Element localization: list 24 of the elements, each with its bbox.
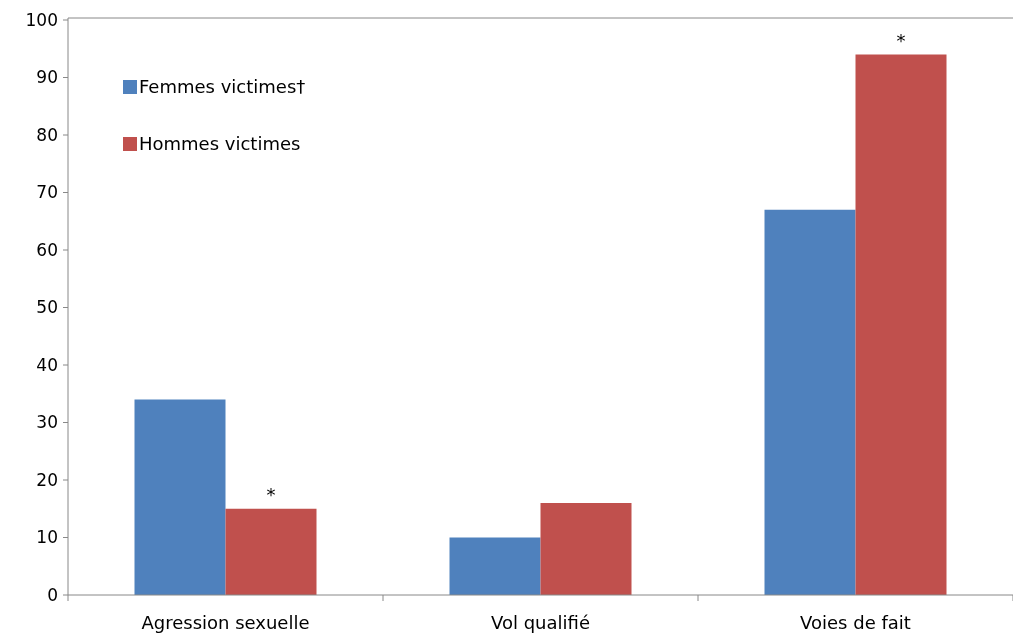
x-tick-label: Vol qualifié (491, 612, 590, 633)
x-tick-label: Agression sexuelle (141, 612, 310, 633)
bar (449, 537, 541, 595)
y-tick-label: 80 (36, 124, 58, 145)
y-tick-label: 40 (36, 354, 58, 375)
x-tick-label: Voies de fait (800, 612, 911, 633)
y-tick-label: 60 (36, 239, 58, 260)
y-tick-label: 30 (36, 412, 58, 433)
y-tick-label: 50 (36, 297, 58, 318)
bar (540, 503, 632, 595)
y-tick-label: 20 (36, 469, 58, 490)
bar (225, 508, 317, 595)
bar (855, 54, 947, 595)
bar (134, 399, 226, 595)
legend-label: Femmes victimes† (139, 76, 306, 98)
legend-label: Hommes victimes (139, 133, 301, 155)
bar (764, 209, 856, 595)
y-tick-label: 100 (25, 9, 58, 30)
y-tick-label: 10 (36, 527, 58, 548)
y-tick-label: 0 (47, 584, 58, 605)
annotation: * (266, 483, 276, 505)
annotation: * (896, 29, 906, 51)
y-tick-label: 70 (36, 182, 58, 203)
y-tick-label: 90 (36, 67, 58, 88)
